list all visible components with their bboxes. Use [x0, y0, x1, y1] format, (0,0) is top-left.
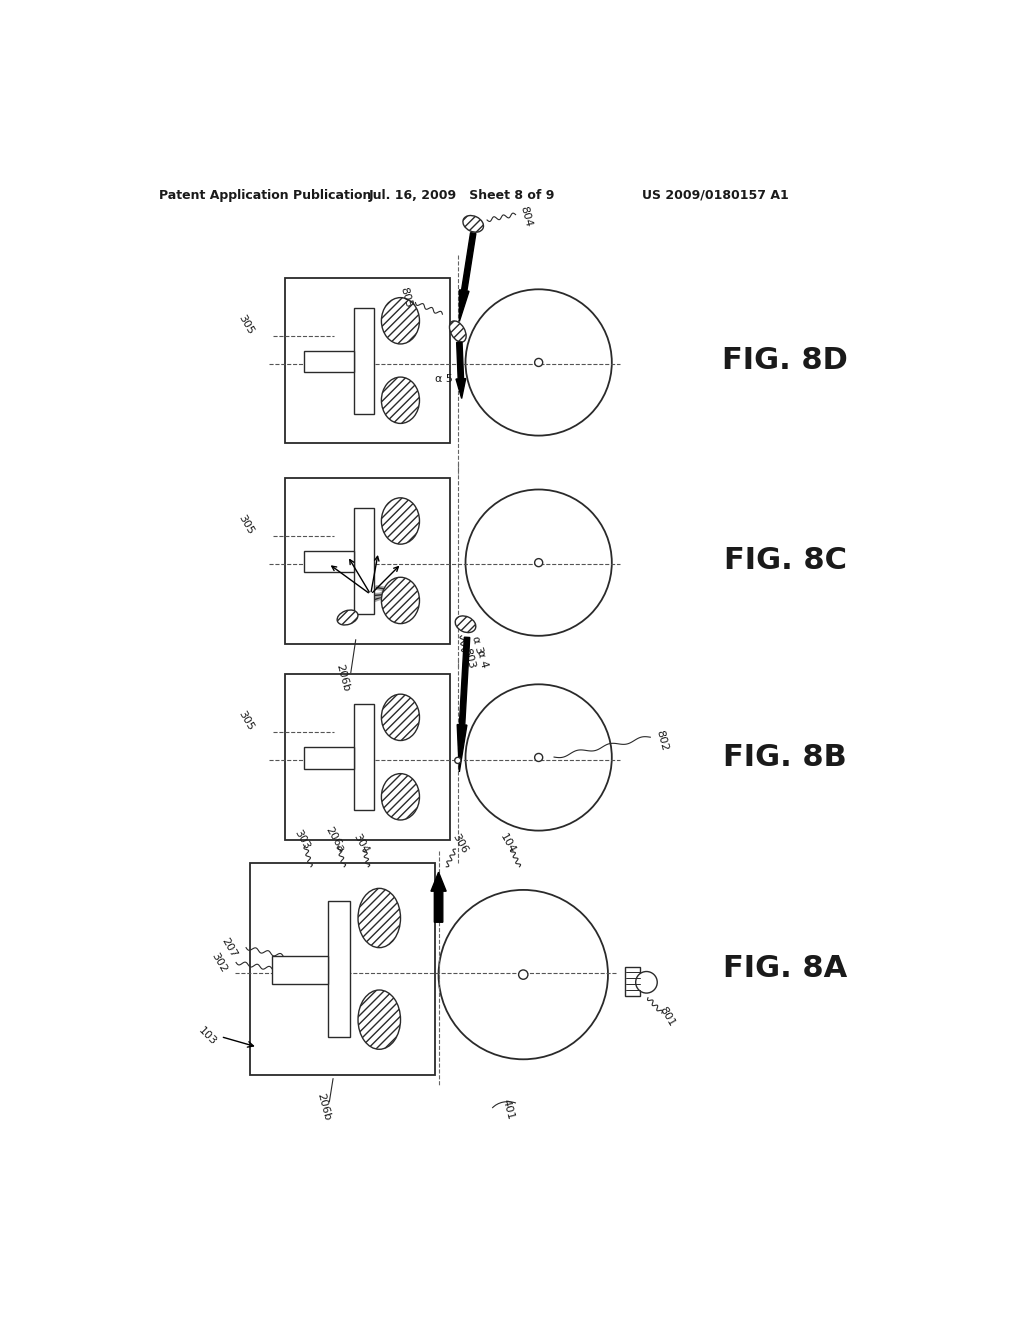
Ellipse shape [381, 297, 420, 345]
Ellipse shape [358, 888, 400, 948]
Bar [250, 863, 435, 1074]
Text: FIG. 8D: FIG. 8D [722, 346, 848, 375]
Bar [328, 902, 350, 1036]
Bar [354, 308, 374, 413]
Text: 207: 207 [220, 936, 240, 960]
Circle shape [535, 359, 543, 367]
Text: 305: 305 [237, 512, 256, 536]
Bar [304, 351, 354, 372]
Text: 206b: 206b [334, 663, 351, 693]
Bar [272, 956, 328, 983]
FancyArrow shape [460, 232, 476, 322]
Text: 803: 803 [462, 647, 477, 671]
Text: 804: 804 [518, 205, 534, 228]
Circle shape [518, 970, 528, 979]
Circle shape [455, 758, 461, 763]
Bar [304, 747, 354, 768]
Ellipse shape [450, 321, 466, 342]
Circle shape [636, 972, 657, 993]
FancyArrow shape [457, 638, 470, 772]
Ellipse shape [381, 498, 420, 544]
Circle shape [535, 754, 543, 762]
Text: 305: 305 [237, 313, 256, 335]
Ellipse shape [358, 990, 400, 1049]
Circle shape [466, 684, 611, 830]
Bar [285, 277, 451, 444]
Text: α 5: α 5 [435, 375, 453, 384]
Bar [354, 704, 374, 810]
Ellipse shape [381, 577, 420, 623]
Ellipse shape [381, 378, 420, 424]
Text: α 3: α 3 [470, 635, 484, 655]
Circle shape [466, 289, 611, 436]
Text: 104: 104 [499, 832, 517, 855]
Circle shape [535, 558, 543, 566]
Bar [285, 675, 451, 840]
Circle shape [466, 490, 611, 636]
Circle shape [438, 890, 608, 1059]
Text: 401: 401 [501, 1098, 515, 1121]
Bar [625, 966, 640, 997]
Text: 805: 805 [398, 286, 413, 309]
Ellipse shape [381, 774, 420, 820]
Ellipse shape [381, 694, 420, 741]
Text: α 4: α 4 [475, 649, 489, 669]
Text: FIG. 8C: FIG. 8C [724, 546, 847, 576]
Text: 802: 802 [654, 729, 670, 752]
Text: 801: 801 [657, 1006, 677, 1028]
FancyArrow shape [456, 342, 466, 399]
Text: Jul. 16, 2009   Sheet 8 of 9: Jul. 16, 2009 Sheet 8 of 9 [369, 189, 555, 202]
Ellipse shape [463, 215, 483, 232]
Bar [285, 478, 451, 644]
Text: FIG. 8A: FIG. 8A [723, 954, 847, 983]
Bar [304, 550, 354, 573]
Text: 305: 305 [237, 709, 256, 733]
Text: 304: 304 [351, 832, 371, 855]
Text: FIG. 8B: FIG. 8B [723, 743, 847, 772]
Text: 302: 302 [209, 950, 228, 974]
Text: Patent Application Publication: Patent Application Publication [159, 189, 372, 202]
Text: 206b: 206b [315, 1092, 333, 1122]
Ellipse shape [337, 610, 358, 624]
Text: 306: 306 [451, 832, 470, 855]
Text: 206a: 206a [324, 825, 346, 854]
Text: 103: 103 [197, 1026, 218, 1048]
Text: 303: 303 [292, 828, 311, 851]
FancyArrow shape [431, 873, 446, 923]
Ellipse shape [456, 616, 476, 632]
Bar [354, 508, 374, 614]
Text: US 2009/0180157 A1: US 2009/0180157 A1 [642, 189, 790, 202]
